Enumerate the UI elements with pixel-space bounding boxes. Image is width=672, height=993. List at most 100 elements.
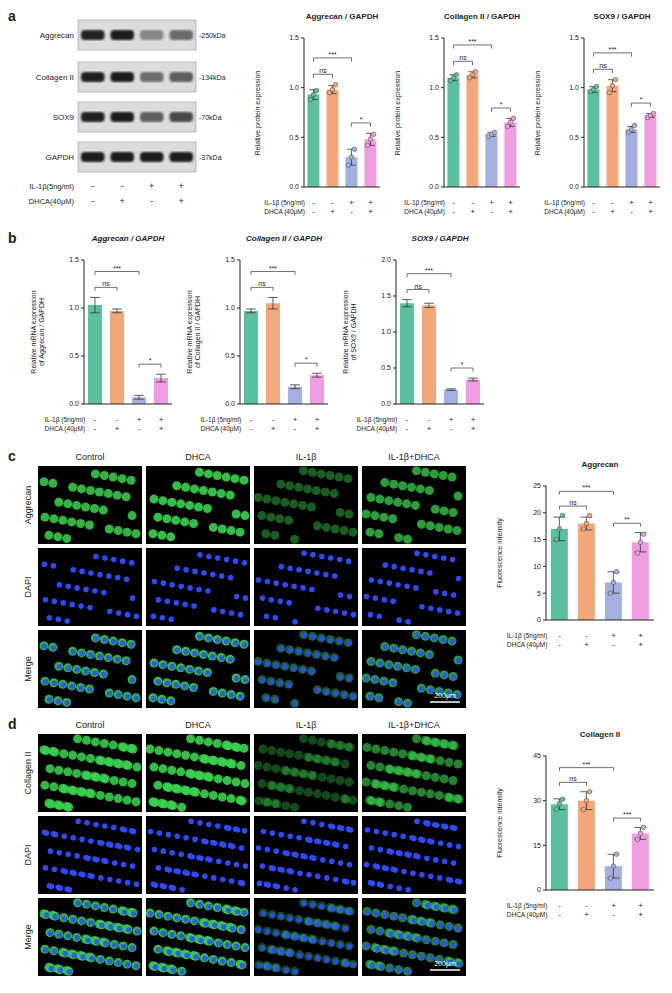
svg-text:+: + xyxy=(120,196,125,206)
svg-text:***: *** xyxy=(269,265,277,272)
svg-text:+: + xyxy=(368,198,373,207)
svg-text:***: *** xyxy=(113,265,121,272)
svg-text:-: - xyxy=(450,424,453,433)
svg-text:-: - xyxy=(250,415,253,424)
svg-text:+: + xyxy=(115,424,120,433)
svg-text:+: + xyxy=(179,181,184,191)
svg-text:DHCA (40μM): DHCA (40μM) xyxy=(201,425,242,433)
svg-text:IL-1β (5ng/ml): IL-1β (5ng/ml) xyxy=(357,416,398,424)
svg-text:0.0: 0.0 xyxy=(69,400,79,407)
svg-text:200μm: 200μm xyxy=(434,960,456,968)
svg-text:ns: ns xyxy=(414,283,422,290)
svg-text:-: - xyxy=(558,910,561,919)
svg-text:IL-1β (5ng/ml): IL-1β (5ng/ml) xyxy=(264,199,305,207)
svg-text:-: - xyxy=(471,198,474,207)
svg-text:0.5: 0.5 xyxy=(569,134,579,141)
svg-text:+: + xyxy=(368,207,373,216)
svg-text:+: + xyxy=(584,640,589,649)
svg-text:GAPDH: GAPDH xyxy=(46,153,75,162)
svg-text:+: + xyxy=(427,424,432,433)
svg-text:20: 20 xyxy=(533,509,541,516)
svg-text:+: + xyxy=(489,198,494,207)
svg-text:+: + xyxy=(449,415,454,424)
svg-text:+: + xyxy=(584,910,589,919)
svg-text:*: * xyxy=(360,116,363,123)
svg-text:0.0: 0.0 xyxy=(429,183,439,190)
svg-text:IL-1β (5ng/ml): IL-1β (5ng/ml) xyxy=(507,632,548,640)
svg-text:1.0: 1.0 xyxy=(69,304,79,311)
svg-text:0.5: 0.5 xyxy=(429,134,439,141)
svg-text:+: + xyxy=(271,424,276,433)
svg-text:IL-1β (5ng/ml): IL-1β (5ng/ml) xyxy=(544,199,585,207)
svg-text:0.0: 0.0 xyxy=(225,400,235,407)
svg-text:-: - xyxy=(558,631,561,640)
svg-text:ns: ns xyxy=(258,280,266,287)
svg-text:45: 45 xyxy=(533,752,541,759)
svg-text:***: *** xyxy=(582,761,590,768)
svg-text:+: + xyxy=(638,631,643,640)
svg-text:-: - xyxy=(558,640,561,649)
svg-text:ns: ns xyxy=(102,280,110,287)
svg-text:25: 25 xyxy=(533,482,541,489)
svg-text:+: + xyxy=(471,415,476,424)
svg-text:-: - xyxy=(331,198,334,207)
svg-text:+: + xyxy=(610,207,615,216)
svg-text:30: 30 xyxy=(533,797,541,804)
svg-text:SOX9: SOX9 xyxy=(53,113,75,122)
svg-text:+: + xyxy=(315,415,320,424)
svg-text:-: - xyxy=(116,415,119,424)
svg-text:-: - xyxy=(272,415,275,424)
svg-text:0.0: 0.0 xyxy=(381,400,391,407)
svg-text:+: + xyxy=(159,415,164,424)
svg-text:+: + xyxy=(137,415,142,424)
svg-text:ns: ns xyxy=(319,67,327,74)
svg-text:Aggrecan: Aggrecan xyxy=(40,31,74,40)
svg-text:-: - xyxy=(592,207,595,216)
svg-text:*: * xyxy=(640,96,643,103)
svg-text:+: + xyxy=(611,901,616,910)
svg-text:*: * xyxy=(149,357,152,364)
svg-text:-: - xyxy=(150,196,153,206)
svg-text:DHCA (40μM): DHCA (40μM) xyxy=(507,911,548,919)
svg-text:+: + xyxy=(508,198,513,207)
svg-text:DHCA (40μM): DHCA (40μM) xyxy=(507,641,548,649)
svg-text:*: * xyxy=(500,101,503,108)
svg-text:1.0: 1.0 xyxy=(289,84,299,91)
svg-text:-: - xyxy=(91,196,94,206)
svg-text:0.5: 0.5 xyxy=(289,134,299,141)
svg-text:0.0: 0.0 xyxy=(569,183,579,190)
svg-text:Collagen II: Collagen II xyxy=(36,73,74,82)
svg-text:-: - xyxy=(452,198,455,207)
svg-text:10: 10 xyxy=(533,563,541,570)
svg-text:15: 15 xyxy=(533,842,541,849)
svg-text:*: * xyxy=(305,356,308,363)
svg-text:+: + xyxy=(349,198,354,207)
svg-text:0: 0 xyxy=(537,886,541,893)
svg-text:IL-1β(5ng/ml): IL-1β(5ng/ml) xyxy=(29,182,74,191)
svg-text:DHCA (40μM): DHCA (40μM) xyxy=(45,425,86,433)
svg-text:+: + xyxy=(638,640,643,649)
svg-text:+: + xyxy=(470,207,475,216)
svg-text:0.5: 0.5 xyxy=(69,352,79,359)
svg-text:-: - xyxy=(94,424,97,433)
svg-text:-: - xyxy=(558,901,561,910)
svg-text:***: *** xyxy=(425,267,433,274)
svg-text:IL-1β (5ng/ml): IL-1β (5ng/ml) xyxy=(201,416,242,424)
svg-text:-: - xyxy=(94,415,97,424)
svg-text:-: - xyxy=(611,198,614,207)
svg-text:5: 5 xyxy=(537,590,541,597)
svg-text:***: *** xyxy=(328,51,336,58)
svg-text:-250kDa: -250kDa xyxy=(199,32,226,39)
svg-text:0.5: 0.5 xyxy=(225,352,235,359)
svg-text:-: - xyxy=(612,910,615,919)
svg-text:+: + xyxy=(508,207,513,216)
svg-text:-: - xyxy=(490,207,493,216)
svg-text:-: - xyxy=(452,207,455,216)
svg-text:***: *** xyxy=(468,38,476,45)
svg-text:ns: ns xyxy=(599,62,607,69)
svg-text:+: + xyxy=(159,424,164,433)
svg-text:+: + xyxy=(330,207,335,216)
svg-text:-: - xyxy=(612,640,615,649)
svg-text:-: - xyxy=(91,181,94,191)
svg-text:1.0: 1.0 xyxy=(429,84,439,91)
